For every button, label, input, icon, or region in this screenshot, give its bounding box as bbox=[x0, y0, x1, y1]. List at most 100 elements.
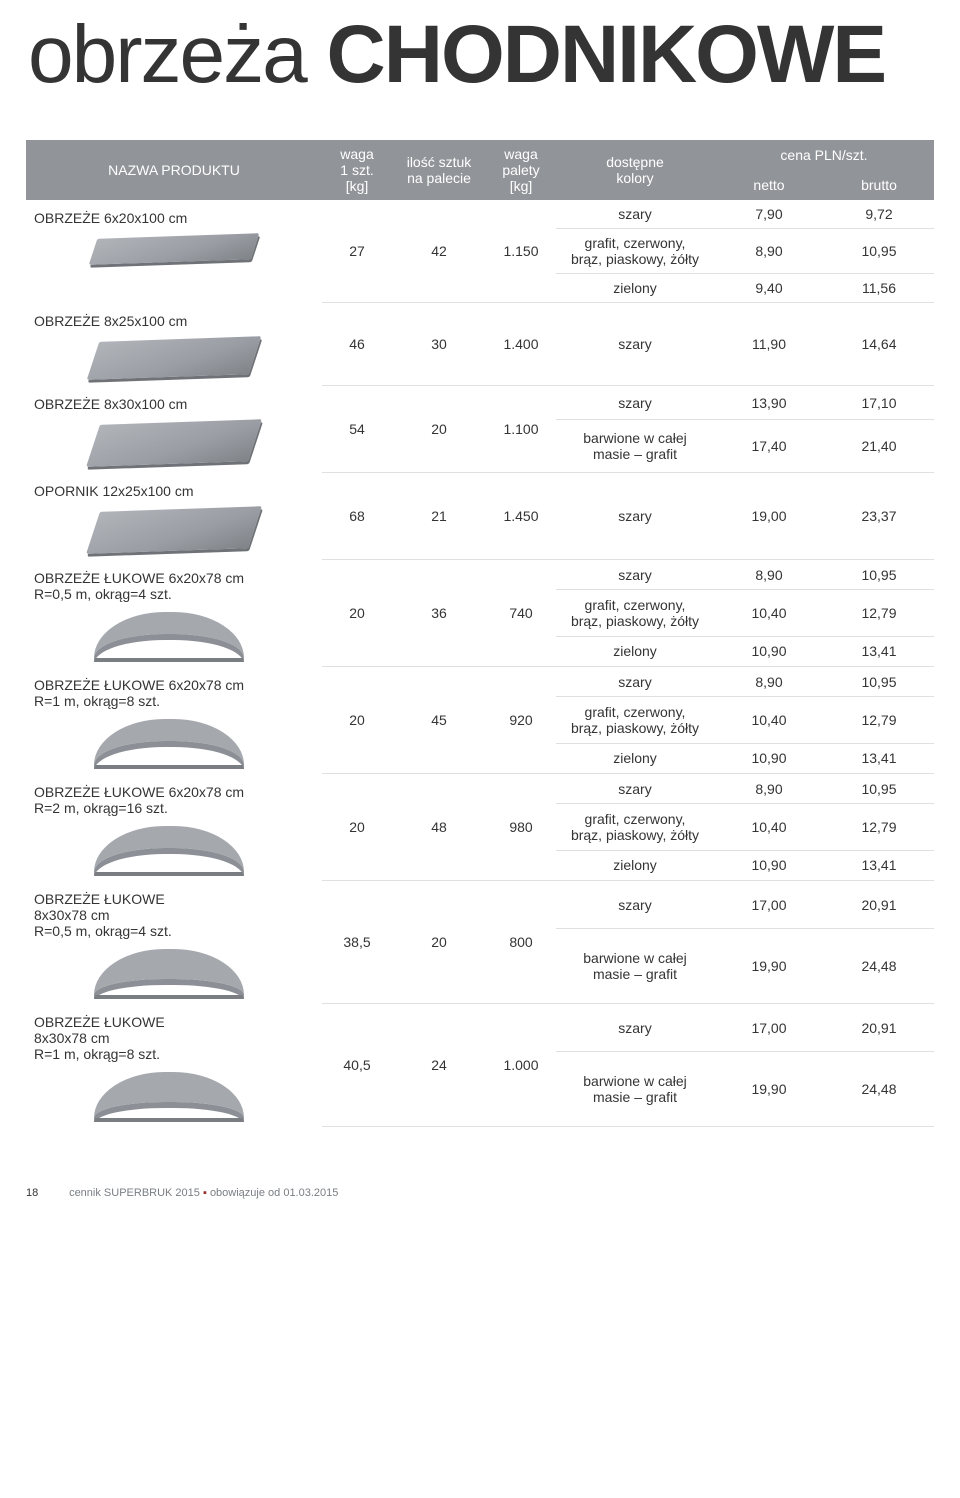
table-header: NAZWA PRODUKTU waga1 szt.[kg] ilość sztu… bbox=[26, 140, 934, 200]
product-cell: OBRZEŻE ŁUKOWE 6x20x78 cmR=2 m, okrąg=16… bbox=[26, 774, 322, 881]
cell-netto: 8,90 bbox=[714, 774, 824, 804]
cell-ilosc: 36 bbox=[392, 560, 486, 667]
title-bold: CHODNIKOWE bbox=[327, 9, 886, 100]
cell-wagap: 920 bbox=[486, 667, 556, 774]
cell-brutto: 21,40 bbox=[824, 420, 934, 473]
col-kolory: dostępnekolory bbox=[556, 140, 714, 200]
cell-brutto: 12,79 bbox=[824, 804, 934, 851]
cell-brutto: 12,79 bbox=[824, 590, 934, 637]
page-footer: 18 cennik SUPERBRUK 2015 ▪ obowiązuje od… bbox=[26, 1187, 960, 1199]
product-cell: OBRZEŻE ŁUKOWE8x30x78 cmR=1 m, okrąg=8 s… bbox=[26, 1004, 322, 1127]
cell-brutto: 10,95 bbox=[824, 229, 934, 274]
cell-waga1: 20 bbox=[322, 774, 392, 881]
product-image bbox=[94, 339, 254, 377]
cell-color: szary bbox=[556, 667, 714, 697]
cell-color: zielony bbox=[556, 636, 714, 666]
cell-netto: 10,90 bbox=[714, 636, 824, 666]
cell-netto: 17,40 bbox=[714, 420, 824, 473]
cell-waga1: 27 bbox=[322, 200, 392, 303]
cell-ilosc: 42 bbox=[392, 200, 486, 303]
cell-wagap: 1.000 bbox=[486, 1004, 556, 1127]
product-image bbox=[94, 509, 254, 551]
cell-waga1: 40,5 bbox=[322, 1004, 392, 1127]
cell-ilosc: 21 bbox=[392, 473, 486, 560]
page-title: obrzeża CHODNIKOWE bbox=[0, 0, 960, 140]
cell-ilosc: 45 bbox=[392, 667, 486, 774]
cell-wagap: 800 bbox=[486, 881, 556, 1004]
table-row: OBRZEŻE ŁUKOWE8x30x78 cmR=1 m, okrąg=8 s… bbox=[26, 1004, 934, 1052]
table-row: OPORNIK 12x25x100 cm68211.450szary19,002… bbox=[26, 473, 934, 560]
cell-brutto: 24,48 bbox=[824, 1052, 934, 1127]
product-name: OPORNIK 12x25x100 cm bbox=[34, 483, 314, 499]
col-wagap: wagapalety[kg] bbox=[486, 140, 556, 200]
cell-netto: 9,40 bbox=[714, 274, 824, 303]
cell-wagap: 740 bbox=[486, 560, 556, 667]
cell-brutto: 14,64 bbox=[824, 303, 934, 386]
cell-waga1: 68 bbox=[322, 473, 392, 560]
cell-color: grafit, czerwony,brąz, piaskowy, żółty bbox=[556, 229, 714, 274]
table-row: OBRZEŻE ŁUKOWE 6x20x78 cmR=2 m, okrąg=16… bbox=[26, 774, 934, 804]
cell-brutto: 11,56 bbox=[824, 274, 934, 303]
table-row: OBRZEŻE ŁUKOWE 6x20x78 cmR=1 m, okrąg=8 … bbox=[26, 667, 934, 697]
cell-wagap: 980 bbox=[486, 774, 556, 881]
cell-color: szary bbox=[556, 303, 714, 386]
product-image bbox=[94, 236, 254, 262]
cell-netto: 17,00 bbox=[714, 1004, 824, 1052]
cell-color: szary bbox=[556, 1004, 714, 1052]
cell-color: szary bbox=[556, 774, 714, 804]
cell-brutto: 24,48 bbox=[824, 929, 934, 1004]
cell-ilosc: 48 bbox=[392, 774, 486, 881]
footer-text: cennik SUPERBRUK 2015 bbox=[69, 1187, 200, 1199]
cell-netto: 10,90 bbox=[714, 850, 824, 880]
product-image bbox=[94, 719, 244, 765]
cell-wagap: 1.400 bbox=[486, 303, 556, 386]
product-cell: OBRZEŻE 8x30x100 cm bbox=[26, 386, 322, 473]
cell-waga1: 20 bbox=[322, 667, 392, 774]
product-image bbox=[94, 826, 244, 872]
product-cell: OBRZEŻE ŁUKOWE 6x20x78 cmR=1 m, okrąg=8 … bbox=[26, 667, 322, 774]
product-image bbox=[94, 422, 254, 464]
cell-brutto: 20,91 bbox=[824, 881, 934, 929]
cell-color: barwione w całejmasie – grafit bbox=[556, 1052, 714, 1127]
col-name: NAZWA PRODUKTU bbox=[26, 140, 322, 200]
cell-netto: 17,00 bbox=[714, 881, 824, 929]
cell-brutto: 9,72 bbox=[824, 200, 934, 229]
table-row: OBRZEŻE ŁUKOWE8x30x78 cmR=0,5 m, okrąg=4… bbox=[26, 881, 934, 929]
product-cell: OPORNIK 12x25x100 cm bbox=[26, 473, 322, 560]
col-waga1: waga1 szt.[kg] bbox=[322, 140, 392, 200]
cell-netto: 19,90 bbox=[714, 929, 824, 1004]
cell-color: barwione w całejmasie – grafit bbox=[556, 420, 714, 473]
cell-netto: 8,90 bbox=[714, 229, 824, 274]
cell-brutto: 23,37 bbox=[824, 473, 934, 560]
cell-color: barwione w całejmasie – grafit bbox=[556, 929, 714, 1004]
cell-color: grafit, czerwony,brąz, piaskowy, żółty bbox=[556, 590, 714, 637]
cell-brutto: 13,41 bbox=[824, 743, 934, 773]
product-image bbox=[94, 949, 244, 995]
products-table: NAZWA PRODUKTU waga1 szt.[kg] ilość sztu… bbox=[26, 140, 934, 1127]
cell-color: szary bbox=[556, 200, 714, 229]
cell-netto: 13,90 bbox=[714, 386, 824, 420]
product-name: OBRZEŻE ŁUKOWE8x30x78 cmR=1 m, okrąg=8 s… bbox=[34, 1014, 314, 1062]
cell-color: zielony bbox=[556, 743, 714, 773]
cell-netto: 19,00 bbox=[714, 473, 824, 560]
cell-color: grafit, czerwony,brąz, piaskowy, żółty bbox=[556, 697, 714, 744]
product-cell: OBRZEŻE ŁUKOWE8x30x78 cmR=0,5 m, okrąg=4… bbox=[26, 881, 322, 1004]
product-image bbox=[94, 1072, 244, 1118]
product-name: OBRZEŻE 8x30x100 cm bbox=[34, 396, 314, 412]
cell-waga1: 38,5 bbox=[322, 881, 392, 1004]
product-image bbox=[94, 612, 244, 658]
table-row: OBRZEŻE ŁUKOWE 6x20x78 cmR=0,5 m, okrąg=… bbox=[26, 560, 934, 590]
cell-netto: 7,90 bbox=[714, 200, 824, 229]
product-cell: OBRZEŻE 8x25x100 cm bbox=[26, 303, 322, 386]
col-netto: netto bbox=[714, 170, 824, 200]
cell-waga1: 20 bbox=[322, 560, 392, 667]
cell-brutto: 10,95 bbox=[824, 774, 934, 804]
cell-netto: 11,90 bbox=[714, 303, 824, 386]
footer-tail: obowiązuje od 01.03.2015 bbox=[210, 1187, 338, 1199]
col-cena: cena PLN/szt. bbox=[714, 140, 934, 170]
cell-netto: 8,90 bbox=[714, 560, 824, 590]
cell-brutto: 10,95 bbox=[824, 560, 934, 590]
cell-ilosc: 20 bbox=[392, 386, 486, 473]
cell-netto: 19,90 bbox=[714, 1052, 824, 1127]
cell-color: szary bbox=[556, 473, 714, 560]
